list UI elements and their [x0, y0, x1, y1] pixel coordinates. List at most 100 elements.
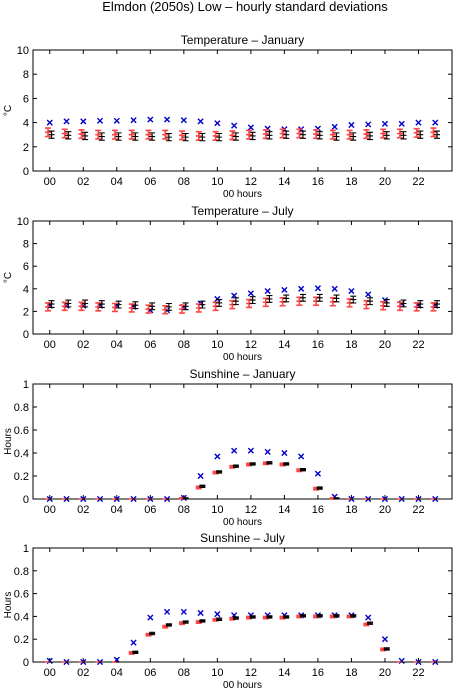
observed-x-marker [163, 608, 171, 615]
y-axis-label: °C [3, 272, 14, 283]
observed-x-marker [281, 449, 288, 457]
model-errorbar-red [95, 302, 102, 312]
observed-x-marker [147, 116, 154, 123]
model-errorbar-black [367, 131, 373, 141]
model-errorbar-red [179, 130, 186, 141]
panel-title: Temperature – July [191, 204, 293, 218]
model-errorbar-red [296, 468, 303, 473]
model-errorbar-black [299, 467, 306, 472]
observed-x-marker [63, 118, 70, 125]
observed-x-marker [398, 120, 405, 127]
x-tick-label: 04 [111, 176, 123, 188]
model-errorbar-red [363, 299, 370, 310]
model-errorbar-red [279, 297, 286, 307]
model-errorbar-red [380, 128, 387, 139]
model-errorbar-black [232, 297, 239, 306]
model-errorbar-red [363, 129, 370, 140]
x-tick-label: 00 [44, 176, 56, 188]
model-errorbar-red [396, 301, 403, 312]
y-tick-label: 1 [23, 543, 29, 555]
x-tick-label: 00 [44, 504, 56, 516]
model-errorbar-black [350, 132, 357, 141]
model-errorbar-black [132, 650, 139, 654]
model-errorbar-black [400, 131, 407, 140]
model-errorbar-red [162, 624, 169, 629]
observed-x-marker [231, 122, 238, 129]
model-errorbar-black [283, 130, 290, 139]
model-errorbar-black [417, 130, 424, 139]
observed-x-marker [113, 117, 120, 124]
x-tick-label: 02 [77, 339, 89, 351]
model-errorbar-black [249, 296, 256, 305]
y-tick-label: 6 [23, 93, 29, 105]
observed-x-marker [331, 123, 338, 130]
model-errorbar-red [380, 300, 387, 311]
x-tick-label: 02 [77, 667, 89, 679]
model-errorbar-red [329, 297, 336, 307]
model-errorbar-red [329, 614, 336, 619]
model-errorbar-black [82, 131, 89, 141]
x-tick-label: 20 [379, 339, 391, 351]
x-tick-label: 04 [111, 504, 123, 516]
model-errorbar-red [430, 302, 437, 312]
model-errorbar-black [316, 293, 323, 302]
x-tick-label: 06 [144, 176, 156, 188]
model-errorbar-red [112, 302, 118, 313]
model-errorbar-red [262, 461, 269, 466]
y-tick-label: 10 [17, 216, 29, 228]
x-tick-label: 22 [412, 667, 424, 679]
y-tick-label: 4 [23, 118, 29, 130]
x-tick-label: 14 [278, 339, 290, 351]
model-errorbar-black [182, 497, 189, 500]
model-errorbar-black [182, 132, 189, 142]
x-tick-label: 14 [278, 176, 290, 188]
chart-panel-3: Sunshine – January 0 0.2 0.4 0.6 0.8 1 00 02 04 06… [3, 367, 453, 528]
model-errorbar-red [246, 462, 253, 467]
model-errorbar-red [313, 296, 320, 306]
y-tick-label: 2 [23, 142, 29, 154]
y-tick-label: 0.2 [14, 634, 29, 646]
model-errorbar-red [262, 297, 269, 308]
model-errorbar-black [199, 484, 206, 489]
model-errorbar-red [279, 128, 286, 139]
y-tick-label: 0 [23, 329, 29, 341]
model-errorbar-red [296, 128, 303, 139]
model-errorbar-red [346, 614, 353, 619]
model-errorbar-red [229, 464, 236, 469]
x-tick-label: 16 [312, 176, 324, 188]
model-errorbar-black [333, 132, 340, 141]
model-errorbar-black [216, 298, 223, 307]
model-errorbar-black [266, 131, 273, 140]
model-errorbar-red [179, 497, 186, 500]
observed-x-marker [180, 117, 187, 124]
x-tick-label: 02 [77, 176, 89, 188]
model-errorbar-red [112, 129, 118, 140]
observed-x-marker [130, 117, 137, 124]
model-errorbar-red [229, 299, 236, 310]
model-errorbar-red [246, 615, 253, 620]
x-tick-label: 20 [379, 176, 391, 188]
model-errorbar-black [434, 300, 441, 308]
model-errorbar-black [283, 294, 290, 303]
observed-x-marker [96, 117, 104, 124]
model-errorbar-red [179, 621, 186, 626]
x-tick-label: 10 [211, 504, 223, 516]
x-tick-label: 08 [178, 667, 190, 679]
model-errorbar-red [44, 127, 51, 138]
model-errorbar-black [266, 615, 273, 619]
y-tick-label: 8 [23, 69, 29, 81]
observed-x-marker [80, 118, 87, 125]
model-errorbar-red [246, 298, 253, 309]
model-errorbar-black [266, 295, 273, 303]
plot-frame [32, 49, 453, 172]
figure-title: Elmdon (2050s) Low – hourly standard dev… [102, 0, 388, 14]
y-tick-label: 0.2 [14, 471, 29, 483]
model-errorbar-black [299, 293, 306, 302]
model-errorbar-black [316, 614, 323, 618]
observed-x-marker [264, 448, 271, 455]
plot-frame [32, 220, 453, 335]
x-tick-label: 18 [345, 504, 357, 516]
observed-x-marker [281, 286, 288, 294]
model-errorbar-red [229, 616, 236, 621]
